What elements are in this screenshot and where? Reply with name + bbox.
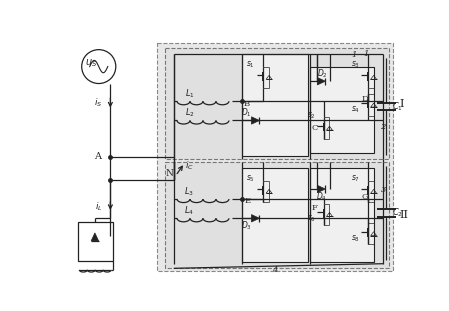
Text: $s_3$: $s_3$ <box>351 60 360 70</box>
Text: $s_6$: $s_6$ <box>307 214 316 224</box>
Text: $D_3$: $D_3$ <box>241 220 252 232</box>
Text: 4: 4 <box>272 266 277 274</box>
Text: II: II <box>400 210 409 220</box>
Text: $i_C$: $i_C$ <box>185 160 194 172</box>
Text: I: I <box>400 99 404 109</box>
Text: $C_2$: $C_2$ <box>392 207 403 219</box>
Text: N: N <box>165 169 173 178</box>
Bar <box>309 168 374 262</box>
Bar <box>78 222 113 261</box>
Text: $L_1$: $L_1$ <box>185 87 194 100</box>
Text: $L_4$: $L_4$ <box>185 204 194 217</box>
Text: $s_8$: $s_8$ <box>351 233 360 244</box>
Text: G: G <box>361 193 368 201</box>
Polygon shape <box>251 117 260 124</box>
Text: $L_3$: $L_3$ <box>185 185 194 197</box>
Polygon shape <box>317 185 326 193</box>
Text: $C_1$: $C_1$ <box>392 100 403 113</box>
Text: $s_4$: $s_4$ <box>351 104 360 115</box>
Text: 2: 2 <box>380 123 386 131</box>
Text: $s_7$: $s_7$ <box>351 174 360 184</box>
Text: $u_S$: $u_S$ <box>85 58 97 69</box>
Text: D: D <box>361 95 368 103</box>
Text: $D_2$: $D_2$ <box>317 67 327 80</box>
Text: C: C <box>311 124 317 132</box>
Text: 3: 3 <box>380 186 386 194</box>
Bar <box>157 44 393 271</box>
Text: $s_5$: $s_5$ <box>246 174 255 184</box>
Text: 1: 1 <box>363 50 369 58</box>
Text: $s_2$: $s_2$ <box>307 111 316 121</box>
Text: $i_L$: $i_L$ <box>95 201 103 213</box>
Text: $D_4$: $D_4$ <box>317 190 327 203</box>
Text: A: A <box>94 152 101 161</box>
Polygon shape <box>91 233 99 241</box>
Text: $D_1$: $D_1$ <box>242 107 252 119</box>
Text: $s_1$: $s_1$ <box>246 60 255 70</box>
Text: $L_2$: $L_2$ <box>185 107 194 119</box>
Bar <box>165 162 389 268</box>
Text: $i_S$: $i_S$ <box>94 96 103 109</box>
Text: 1: 1 <box>352 51 357 59</box>
Polygon shape <box>251 215 260 222</box>
Bar <box>165 48 389 159</box>
Bar <box>309 67 374 153</box>
Text: B: B <box>244 100 250 108</box>
Bar <box>242 168 308 262</box>
Bar <box>242 54 308 156</box>
Text: F: F <box>311 204 317 212</box>
Text: E: E <box>245 197 251 205</box>
Polygon shape <box>317 77 326 85</box>
